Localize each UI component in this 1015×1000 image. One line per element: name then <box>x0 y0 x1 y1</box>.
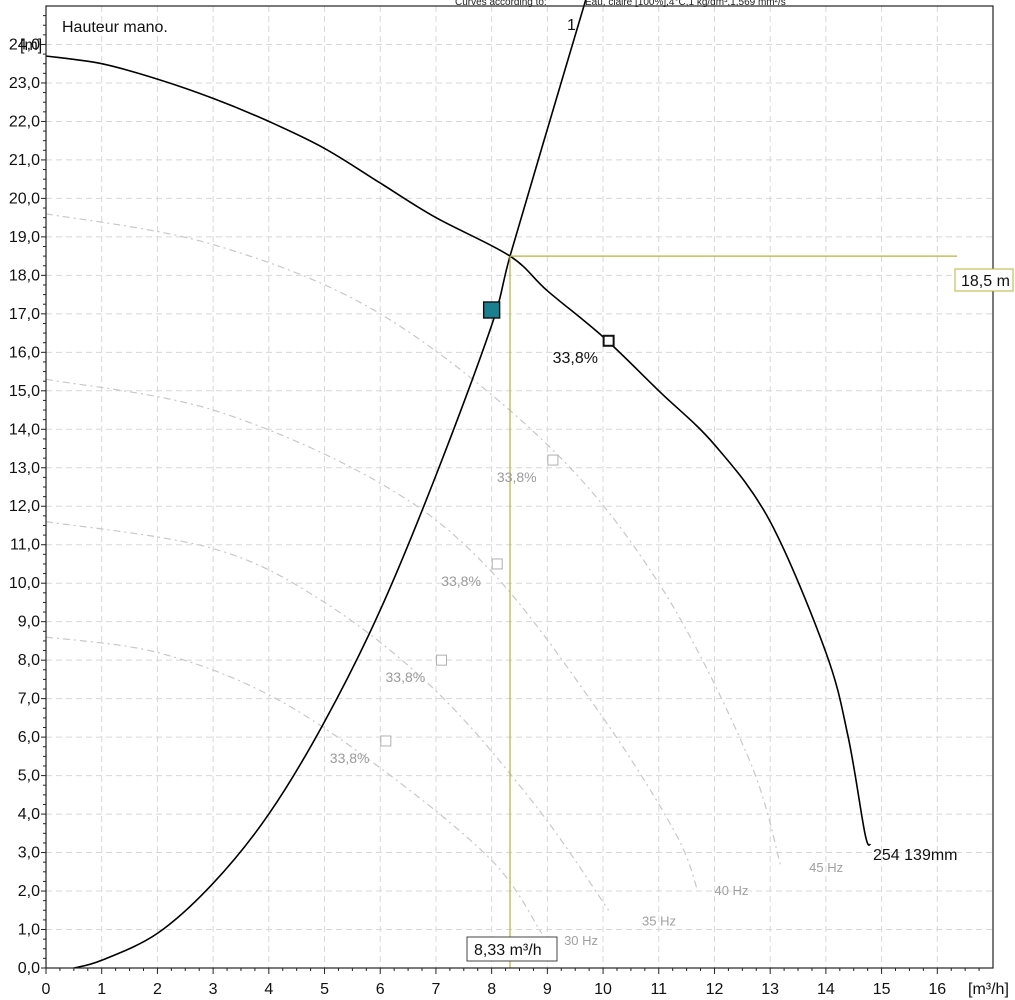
y-tick-label: 1,0 <box>18 922 40 939</box>
header-fluid: Eau, claire [100%],4°C,1 kg/dm³,1,569 mm… <box>585 0 786 8</box>
y-tick-label: 16,0 <box>9 344 40 361</box>
efficiency-label: 33,8% <box>441 573 481 589</box>
system-curve <box>73 0 587 969</box>
pump-curve <box>45 55 872 846</box>
y-tick-label: 15,0 <box>9 383 40 400</box>
y-tick-label: 11,0 <box>10 537 40 554</box>
y-tick-label: 23,0 <box>9 75 40 92</box>
x-tick-label: 11 <box>650 981 667 998</box>
y-tick-label: 8,0 <box>18 652 40 669</box>
x-tick-label: 9 <box>543 981 552 998</box>
x-tick-label: 12 <box>706 981 724 998</box>
speed-curve <box>45 213 782 869</box>
speed-curve-label: 35 Hz <box>642 914 676 929</box>
x-axis-unit: [m³/h] <box>968 981 1009 998</box>
efficiency-marker <box>491 558 503 570</box>
y-tick-label: 3,0 <box>18 845 40 862</box>
speed-curve-label: 45 Hz <box>809 860 843 875</box>
y-axis-title: Hauteur mano. <box>62 19 168 36</box>
y-tick-label: 12,0 <box>9 498 40 515</box>
efficiency-marker <box>436 654 448 666</box>
x-tick-label: 10 <box>594 981 612 998</box>
x-tick-label: 4 <box>264 981 273 998</box>
y-axis-unit: [m] <box>20 37 42 54</box>
y-tick-label: 9,0 <box>18 614 40 631</box>
pump-curve-label: 254 139mm <box>873 847 958 864</box>
x-tick-label: 1 <box>97 981 106 998</box>
y-tick-label: 2,0 <box>18 883 40 900</box>
x-tick-label: 13 <box>761 981 779 998</box>
x-tick-label: 3 <box>209 981 218 998</box>
markers-layer: 33,8% 33,8% 33,8% 33,8% 33,8% <box>330 301 615 766</box>
y-tick-label: 17,0 <box>9 306 40 323</box>
required-point-marker <box>482 301 501 319</box>
axes-layer: 0 1 2 3 4 5 6 7 8 9 10 11 12 13 14 15 160,01,02,03,04,05… <box>9 5 994 998</box>
efficiency-marker <box>380 735 392 747</box>
speed-curve <box>45 636 543 934</box>
efficiency-label: 33,8% <box>330 750 370 766</box>
y-tick-label: 0,0 <box>18 960 40 977</box>
y-tick-label: 20,0 <box>9 190 40 207</box>
speed-curve-label: 30 Hz <box>564 933 598 948</box>
efficiency-label: 33,8% <box>386 669 426 685</box>
header-curves-label: Curves according to: <box>455 0 547 8</box>
y-tick-label: 24,0 <box>9 36 40 53</box>
x-tick-label: 2 <box>153 981 162 998</box>
x-tick-label: 6 <box>376 981 385 998</box>
duty-flow-label: 8,33 m³/h <box>474 942 542 959</box>
x-tick-label: 7 <box>431 981 440 998</box>
efficiency-label: 33,8% <box>497 469 537 485</box>
efficiency-label: 33,8% <box>553 350 598 367</box>
duty-flow-box: 8,33 m³/h <box>466 936 558 962</box>
efficiency-marker <box>602 334 615 347</box>
x-tick-label: 8 <box>487 981 496 998</box>
x-tick-label: 14 <box>817 981 835 998</box>
efficiency-marker <box>547 454 559 466</box>
y-tick-label: 14,0 <box>9 421 40 438</box>
y-tick-label: 22,0 <box>9 113 40 130</box>
curves-layer <box>45 0 957 969</box>
y-tick-label: 7,0 <box>18 691 40 708</box>
system-curve-label: 1 <box>567 17 576 34</box>
y-tick-label: 18,0 <box>9 267 40 284</box>
speed-curve <box>45 378 699 892</box>
y-tick-label: 21,0 <box>9 152 40 169</box>
grid-layer <box>46 6 993 968</box>
duty-head-label: 18,5 m <box>961 273 1010 290</box>
x-tick-label: 15 <box>873 981 891 998</box>
duty-head-box: 18,5 m <box>954 268 1014 292</box>
y-tick-label: 10,0 <box>9 575 40 592</box>
speed-curve-label: 40 Hz <box>714 883 748 898</box>
speed-curves-layer: 45 Hz 40 Hz 35 Hz 30 Hz <box>45 213 843 948</box>
y-tick-label: 4,0 <box>18 806 40 823</box>
x-tick-label: 5 <box>320 981 329 998</box>
y-tick-label: 6,0 <box>18 729 40 746</box>
y-tick-label: 5,0 <box>18 768 40 785</box>
y-tick-label: 13,0 <box>9 460 40 477</box>
y-tick-label: 19,0 <box>9 229 40 246</box>
speed-curve <box>45 521 610 911</box>
x-tick-label: 0 <box>42 981 51 998</box>
x-tick-label: 16 <box>928 981 946 998</box>
